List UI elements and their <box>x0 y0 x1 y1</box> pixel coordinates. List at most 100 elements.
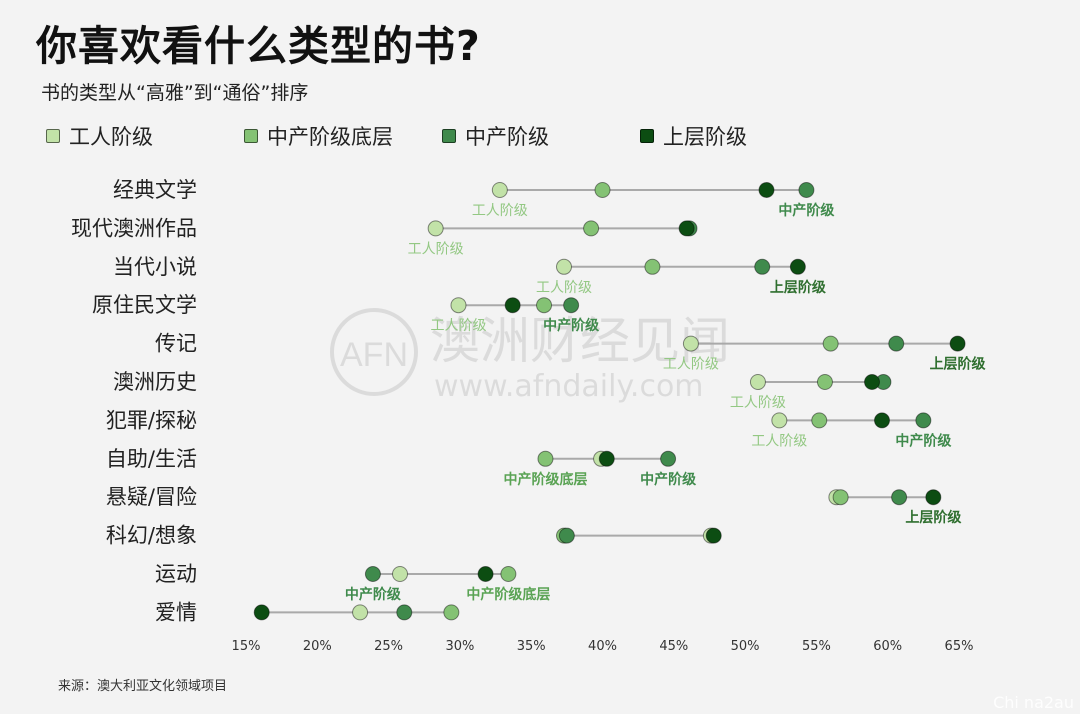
x-tick-label: 35% <box>517 639 546 654</box>
dot-upper <box>925 489 942 506</box>
category-label: 现代澳洲作品 <box>71 216 197 240</box>
legend-item-middle: 中产阶级 <box>442 121 549 151</box>
category-label: 原住民文学 <box>92 293 197 317</box>
category-label: 澳洲历史 <box>113 370 197 394</box>
legend-item-lower-middle: 中产阶级底层 <box>244 121 393 151</box>
data-label: 工人阶级 <box>472 203 528 219</box>
dot-lower-middle <box>816 374 833 390</box>
dot-middle <box>915 412 932 429</box>
data-label: 中产阶级 <box>640 471 697 488</box>
data-label: 上层阶级 <box>930 356 987 373</box>
chart-title: 你喜欢看什么类型的书? <box>36 22 481 70</box>
dot-upper <box>253 604 270 621</box>
dot-upper <box>758 182 775 198</box>
dot-lower-middle <box>500 566 517 582</box>
dot-worker <box>450 297 467 314</box>
legend-label-worker: 工人阶级 <box>69 125 153 149</box>
dot-middle <box>798 182 815 198</box>
category-label: 犯罪/探秘 <box>106 408 197 432</box>
data-label: 上层阶级 <box>905 509 962 526</box>
legend-label-middle: 中产阶级 <box>465 125 549 149</box>
dot-worker <box>682 335 699 352</box>
dot-middle <box>660 450 677 467</box>
data-label: 中产阶级底层 <box>466 586 550 603</box>
category-label: 悬疑/冒险 <box>106 485 197 509</box>
dot-upper <box>678 220 695 237</box>
dot-worker <box>555 258 572 275</box>
x-tick-label: 15% <box>232 639 261 654</box>
dot-lower-middle <box>594 182 611 198</box>
dot-middle <box>563 297 580 314</box>
legend-swatch-middle <box>442 129 456 143</box>
data-label: 工人阶级 <box>751 433 807 449</box>
category-label: 经典文学 <box>113 178 197 202</box>
x-tick-label: 20% <box>303 639 332 654</box>
source-note: 来源：澳大利亚文化领域项目 <box>58 679 228 694</box>
data-label: 中产阶级底层 <box>503 471 587 488</box>
x-tick-label: 45% <box>659 639 688 654</box>
data-label: 工人阶级 <box>663 357 719 373</box>
legend-item-upper: 上层阶级 <box>640 121 747 151</box>
data-label: 工人阶级 <box>730 395 786 411</box>
legend-item-worker: 工人阶级 <box>46 121 153 151</box>
dot-lower-middle <box>822 335 839 352</box>
x-tick-label: 25% <box>374 639 403 654</box>
data-label: 工人阶级 <box>430 318 486 334</box>
data-label: 中产阶级 <box>895 432 952 449</box>
legend-swatch-upper <box>640 129 654 143</box>
dot-middle <box>891 489 908 506</box>
category-label: 爱情 <box>155 600 197 624</box>
category-label: 自助/生活 <box>106 447 197 471</box>
data-label: 上层阶级 <box>770 279 827 296</box>
x-tick-label: 65% <box>945 639 974 654</box>
legend: 工人阶级 中产阶级底层 中产阶级 上层阶级 <box>46 121 806 149</box>
data-label: 中产阶级 <box>778 202 835 219</box>
dot-middle <box>754 258 771 275</box>
dot-upper <box>504 297 521 314</box>
dot-lower-middle <box>832 489 849 506</box>
category-label: 运动 <box>155 562 197 586</box>
dot-upper <box>873 412 890 429</box>
dot-worker <box>491 182 508 198</box>
chart-subtitle: 书的类型从“高雅”到“通俗”排序 <box>41 82 309 104</box>
dot-lower-middle <box>443 604 460 621</box>
dot-worker <box>427 220 444 237</box>
legend-label-upper: 上层阶级 <box>663 125 747 149</box>
x-tick-label: 30% <box>445 639 474 654</box>
legend-swatch-worker <box>46 129 60 143</box>
data-label: 中产阶级 <box>543 317 600 334</box>
dot-lower-middle <box>536 297 553 314</box>
legend-swatch-lower-middle <box>244 129 258 143</box>
category-label: 传记 <box>155 332 197 356</box>
legend-label-lower-middle: 中产阶级底层 <box>267 125 393 149</box>
dot-upper <box>789 258 806 275</box>
dot-upper <box>949 335 966 352</box>
dot-upper <box>705 527 722 544</box>
dot-worker <box>749 374 766 390</box>
category-label: 当代小说 <box>113 255 197 279</box>
dot-middle <box>888 335 905 352</box>
corner-watermark: Chi na2au <box>993 693 1074 712</box>
dot-middle <box>558 527 575 544</box>
dot-worker <box>392 566 409 582</box>
dot-lower-middle <box>537 450 554 467</box>
dot-lower-middle <box>583 220 600 237</box>
dot-lower-middle <box>644 258 661 275</box>
dot-middle <box>396 604 413 621</box>
x-tick-label: 50% <box>731 639 760 654</box>
dot-upper <box>477 566 494 582</box>
dot-upper <box>598 450 615 467</box>
data-label: 工人阶级 <box>408 241 464 257</box>
x-tick-label: 40% <box>588 639 617 654</box>
dot-worker <box>771 412 788 429</box>
dot-middle <box>364 566 381 582</box>
x-tick-label: 55% <box>802 639 831 654</box>
category-label: 科幻/想象 <box>106 524 197 548</box>
dot-lower-middle <box>811 412 828 429</box>
data-label: 中产阶级 <box>345 586 402 603</box>
dot-upper <box>864 374 881 390</box>
x-tick-label: 60% <box>873 639 902 654</box>
dot-worker <box>352 604 369 621</box>
data-label: 工人阶级 <box>536 280 592 296</box>
